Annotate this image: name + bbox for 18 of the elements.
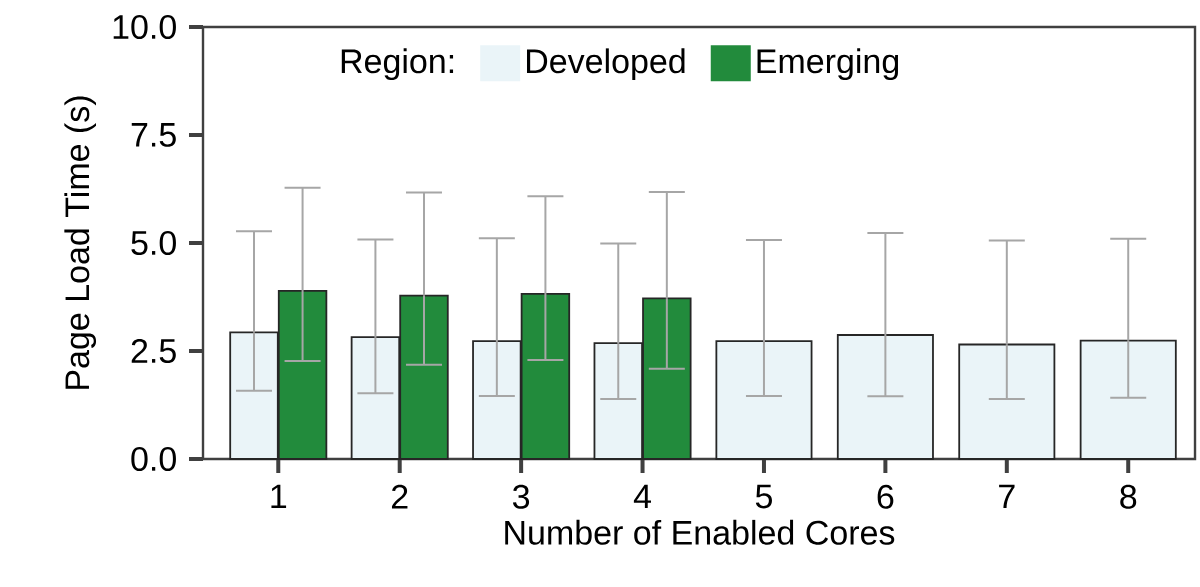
x-tick-label: 3 (512, 484, 530, 509)
y-tick-label: 7.5 (131, 123, 176, 147)
x-tick-label: 5 (755, 484, 772, 509)
x-tick-label: 1 (271, 484, 287, 509)
legend-label: Developed (526, 48, 685, 81)
legend-label: Emerging (757, 48, 899, 81)
y-axis-title: Page Load Time (s) (64, 96, 97, 389)
x-tick-label: 7 (999, 484, 1015, 509)
y-tick-label: 10.0 (113, 14, 176, 40)
x-tick-label: 6 (877, 484, 894, 509)
y-tick-label: 0.0 (131, 446, 176, 472)
y-tick-label: 2.5 (131, 338, 176, 364)
y-tick-label: 5.0 (131, 230, 176, 256)
x-tick-label: 4 (633, 484, 651, 509)
x-axis-title: Number of Enabled Cores (505, 519, 895, 545)
x-tick-label: 2 (391, 484, 408, 509)
x-tick-label: 8 (1120, 484, 1137, 509)
legend-title: Region: (341, 48, 454, 81)
